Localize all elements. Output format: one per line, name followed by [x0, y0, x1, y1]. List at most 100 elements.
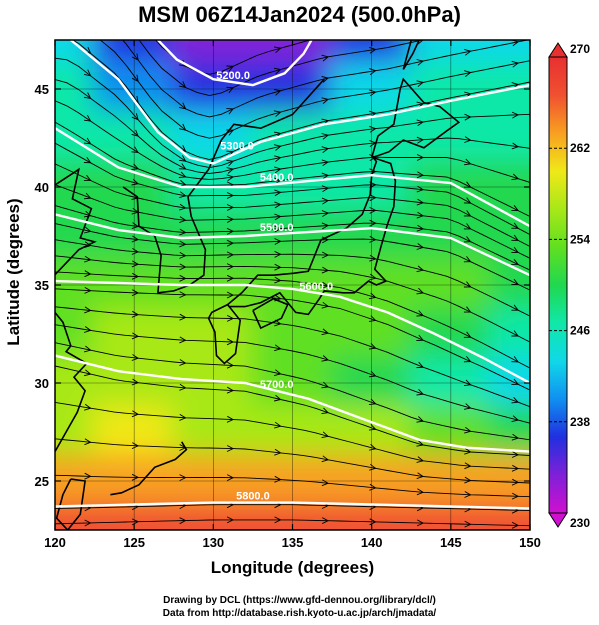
coastline-japan-honshu [226, 155, 397, 316]
streamline-arrow [321, 281, 330, 289]
streamline-arrow [179, 102, 187, 110]
streamline-arrow [321, 159, 330, 167]
streamline-arrow [512, 19, 518, 25]
coastline-china-coast [220, 78, 325, 141]
x-axis-label: Longitude (degrees) [210, 558, 375, 577]
streamline-arrow [180, 548, 186, 554]
x-tick-label: 145 [440, 535, 462, 550]
streamline-arrow [369, 89, 377, 97]
streamline-arrow [273, 89, 282, 96]
streamline-arrow [226, 167, 235, 174]
height-contour-label: 5300.0 [220, 141, 254, 153]
streamline-arrow [84, 26, 91, 32]
streamline [55, 223, 530, 291]
streamline-arrow [131, 53, 139, 61]
streamline-arrow [226, 291, 235, 299]
y-tick-label: 35 [35, 278, 49, 293]
height-contour-label: 5200.0 [216, 70, 250, 82]
streamline-arrow [511, 246, 520, 253]
streamline-arrow [179, 228, 187, 236]
streamline [71, 40, 530, 160]
streamline-arrow [369, 206, 377, 214]
streamline-arrow [179, 203, 187, 211]
colorbar-tick-label: 254 [570, 232, 590, 246]
x-tick-label: 130 [202, 535, 224, 550]
streamline-arrow [511, 521, 520, 529]
streamline-arrow [417, 17, 424, 23]
streamline-arrow [511, 451, 520, 458]
streamline-arrow [131, 332, 140, 340]
y-tick-label: 25 [35, 474, 49, 489]
streamline-arrow [274, 189, 282, 197]
streamline-arrow [511, 258, 520, 266]
streamline-arrow [321, 266, 330, 274]
streamline-arrow [226, 174, 235, 182]
field-cell [488, 307, 530, 361]
streamline-arrow [179, 313, 187, 321]
streamline-arrow [83, 192, 92, 200]
streamline-arrow [511, 464, 520, 472]
streamline-arrow [464, 70, 472, 77]
streamline-arrow [463, 281, 472, 288]
streamline-arrow [368, 315, 377, 322]
streamline [55, 474, 530, 498]
streamline-arrow [416, 154, 425, 161]
streamline-arrow [83, 137, 92, 145]
streamline [55, 306, 530, 408]
streamline-arrow [227, 547, 233, 553]
streamline-arrow [179, 414, 187, 421]
streamline-arrow [274, 201, 282, 209]
streamline-arrow [132, 549, 138, 555]
streamline-arrow [226, 86, 235, 94]
streamline [55, 365, 530, 456]
streamline-arrow [416, 334, 425, 341]
streamline-arrow [227, 532, 233, 538]
coastline-taiwan [55, 478, 87, 530]
streamline-arrow [179, 474, 187, 482]
streamline-arrow [226, 263, 235, 271]
streamline-arrow [511, 478, 520, 486]
streamline-arrow [179, 216, 187, 224]
coastline-korea [122, 139, 223, 294]
height-contour [55, 213, 530, 277]
height-contour [55, 279, 530, 385]
streamline-arrow [416, 198, 425, 206]
streamline-arrow [464, 136, 472, 143]
coastline-sakhalin [402, 40, 421, 70]
streamline-arrow [416, 224, 425, 232]
streamline-arrow [274, 238, 282, 245]
streamline-arrow [369, 46, 377, 54]
streamline-arrow [416, 388, 425, 396]
streamline [55, 184, 530, 259]
streamline-arrow [463, 158, 472, 166]
streamline-arrow [369, 463, 377, 471]
streamline-arrow [179, 383, 187, 391]
chart-title: MSM 06Z14Jan2024 (500.0hPa) [138, 2, 461, 27]
credit-data: Data from http://database.rish.kyoto-u.a… [162, 608, 437, 619]
streamline-arrow [179, 336, 187, 344]
streamline-arrow [84, 403, 92, 411]
streamline-arrow [416, 80, 425, 87]
colorbar: 230 238 246 254 262 270 [548, 42, 590, 530]
streamline-arrow [463, 223, 472, 230]
streamline-arrow [369, 194, 377, 202]
x-tick-label: 120 [44, 535, 66, 550]
streamline-arrow [463, 256, 472, 263]
coastline-japan-kyushu [207, 303, 242, 365]
height-contours: 5200.0 5300.0 5400.0 5500.0 5600.0 5700.0 5800… [55, 40, 530, 510]
streamline-arrow [511, 378, 520, 385]
streamline-arrow [131, 146, 139, 154]
streamline-arrow [84, 287, 92, 294]
streamline [55, 550, 530, 556]
streamline-arrow [368, 273, 377, 281]
streamline-arrow [274, 276, 282, 284]
colorbar-tick-label: 246 [570, 324, 590, 338]
streamline-arrow [226, 251, 235, 259]
streamline-arrow [321, 328, 330, 336]
streamline-arrow [511, 234, 519, 241]
streamline-arrow [226, 65, 235, 72]
streamline-arrow [464, 491, 472, 498]
streamline-arrow [321, 197, 330, 205]
streamline-arrow [463, 306, 472, 313]
height-contour [55, 354, 530, 453]
